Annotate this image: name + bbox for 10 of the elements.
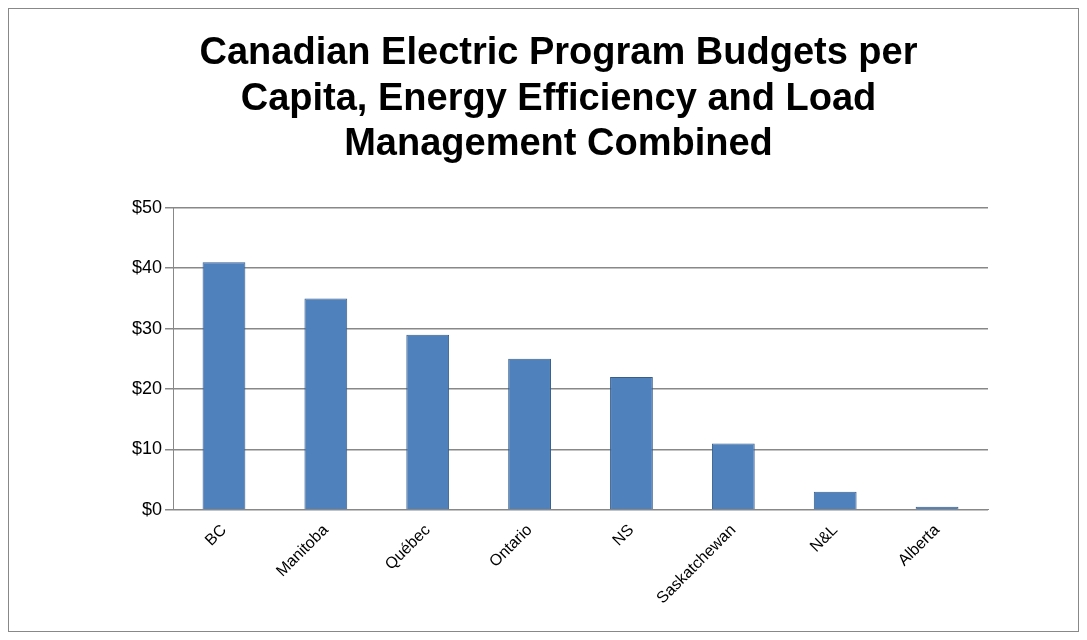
y-tick-label: $10 xyxy=(131,438,163,459)
x-tick-label: NS xyxy=(608,520,637,549)
y-tick-label: $50 xyxy=(131,196,163,217)
y-tick-label: $0 xyxy=(142,498,163,519)
y-tick-label: $20 xyxy=(131,377,163,398)
x-tick-label: BC xyxy=(201,520,230,549)
x-tick-label: N&L xyxy=(806,520,841,555)
y-tick-label: $30 xyxy=(131,317,163,338)
y-tick-label: $40 xyxy=(131,257,163,278)
chart-title: Canadian Electric Program Budgets per Capita, Energy Efficiency and Load Management Combined xyxy=(199,30,918,164)
